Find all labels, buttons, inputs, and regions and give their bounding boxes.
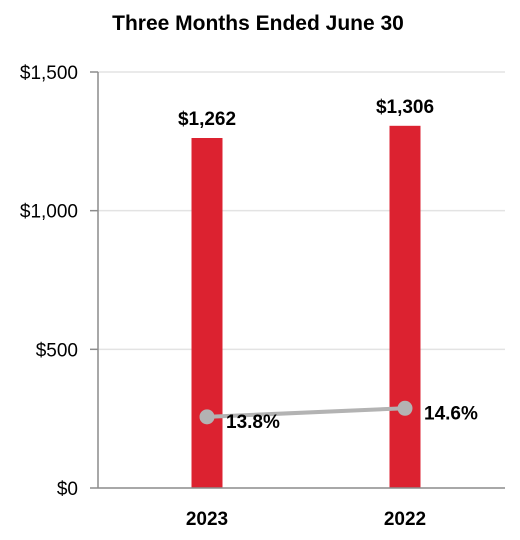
y-tick-label: $1,500 [20,63,78,84]
chart-title: Three Months Ended June 30 [112,12,404,35]
bars [191,125,421,488]
x-tick-label: 2022 [384,509,426,530]
y-tick-label: $1,000 [20,202,78,223]
margin-point-2023 [199,409,215,425]
bar-value-label: $1,306 [376,97,434,118]
bar-value-label: $1,262 [178,109,236,130]
margin-line [199,400,413,425]
y-axis: $0 $500 $1,000 $1,500 [20,63,99,500]
x-tick-label: 2023 [186,509,228,530]
x-axis: 2023 2022 [98,487,505,530]
y-tick-label: $500 [36,340,78,361]
margin-value-label: 13.8% [226,412,280,433]
margin-line-path [206,406,406,419]
bar-2023 [191,138,223,488]
bar-2022 [389,125,421,488]
margin-labels: 13.8% 14.6% [226,403,478,433]
margin-point-2022 [397,400,413,416]
y-tick-label: $0 [57,479,78,500]
gridlines [98,71,505,351]
bar-labels: $1,262 $1,306 [178,97,434,130]
margin-value-label: 14.6% [424,403,478,424]
